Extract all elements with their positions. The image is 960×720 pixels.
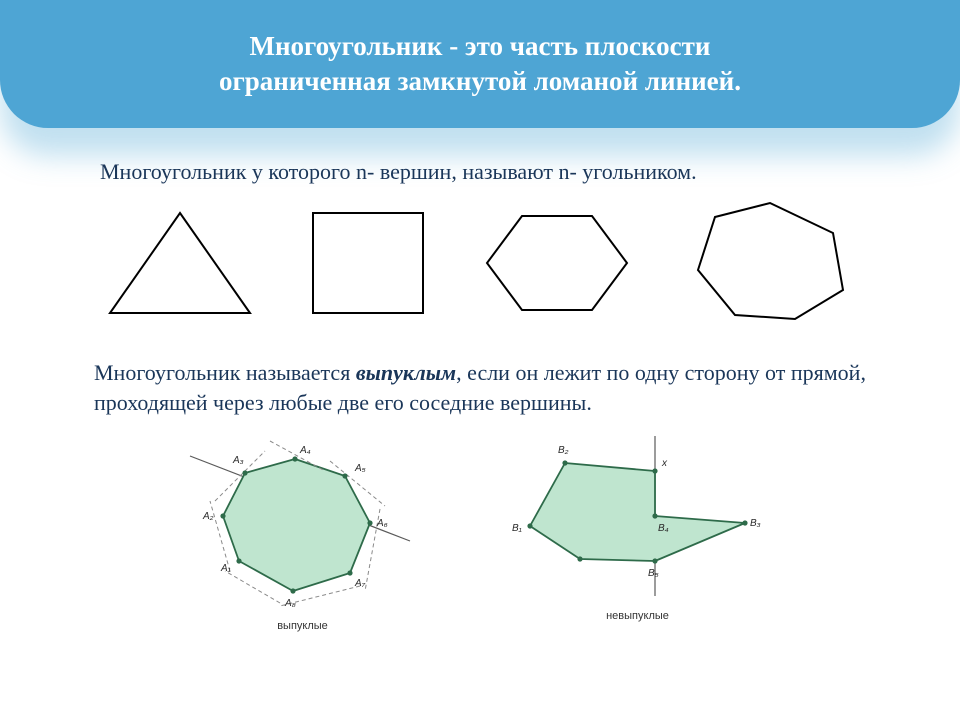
svg-text:B₅: B₅	[648, 568, 659, 579]
svg-text:A₅: A₅	[354, 463, 366, 474]
svg-text:A₁: A₁	[220, 563, 231, 574]
convex-polygon-svg: A₁ A₂ A₃ A₄ A₅ A₆ A₇ A₈	[185, 431, 420, 616]
diagram-row: A₁ A₂ A₃ A₄ A₅ A₆ A₇ A₈ выпуклые B₁ B₂ x B₄ B₃ B₅ не…	[90, 431, 870, 632]
convex-diagram: A₁ A₂ A₃ A₄ A₅ A₆ A₇ A₈ выпуклые	[185, 431, 420, 632]
triangle-icon	[100, 203, 260, 323]
subtitle-text: Многоугольник у которого n- вершин, назы…	[90, 159, 870, 185]
convex-caption: выпуклые	[277, 620, 328, 632]
svg-text:A₈: A₈	[284, 598, 296, 609]
svg-text:B₄: B₄	[658, 523, 669, 534]
nonconvex-caption: невыпуклые	[606, 610, 669, 622]
title-line-2: ограниченная замкнутой ломаной линией.	[219, 66, 741, 96]
nonconvex-diagram: B₁ B₂ x B₄ B₃ B₅ невыпуклые	[500, 431, 775, 622]
polygon-examples-row	[90, 195, 870, 330]
def-bold: выпуклым	[356, 360, 456, 385]
heptagon-icon	[685, 195, 860, 330]
svg-text:A₆: A₆	[376, 518, 388, 529]
svg-text:B₁: B₁	[512, 523, 522, 534]
svg-text:A₇: A₇	[354, 578, 366, 589]
nonconvex-polygon-svg: B₁ B₂ x B₄ B₃ B₅	[500, 431, 775, 606]
slide-body: Многоугольник у которого n- вершин, назы…	[0, 155, 960, 720]
square-icon	[303, 203, 433, 323]
convex-definition: Многоугольник называется выпуклым, если …	[90, 358, 870, 417]
svg-text:A₂: A₂	[202, 511, 214, 522]
header-band: Многоугольник - это часть плоскости огра…	[0, 0, 960, 128]
svg-text:A₄: A₄	[299, 445, 311, 456]
svg-text:x: x	[661, 458, 668, 469]
svg-text:A₃: A₃	[232, 455, 244, 466]
svg-text:B₂: B₂	[558, 445, 569, 456]
slide-title: Многоугольник - это часть плоскости огра…	[219, 29, 741, 99]
hexagon-icon	[477, 203, 642, 323]
title-line-1: Многоугольник - это часть плоскости	[250, 31, 711, 61]
svg-text:B₃: B₃	[750, 518, 761, 529]
slide: Многоугольник - это часть плоскости огра…	[0, 0, 960, 720]
def-prefix: Многоугольник называется	[94, 360, 356, 385]
